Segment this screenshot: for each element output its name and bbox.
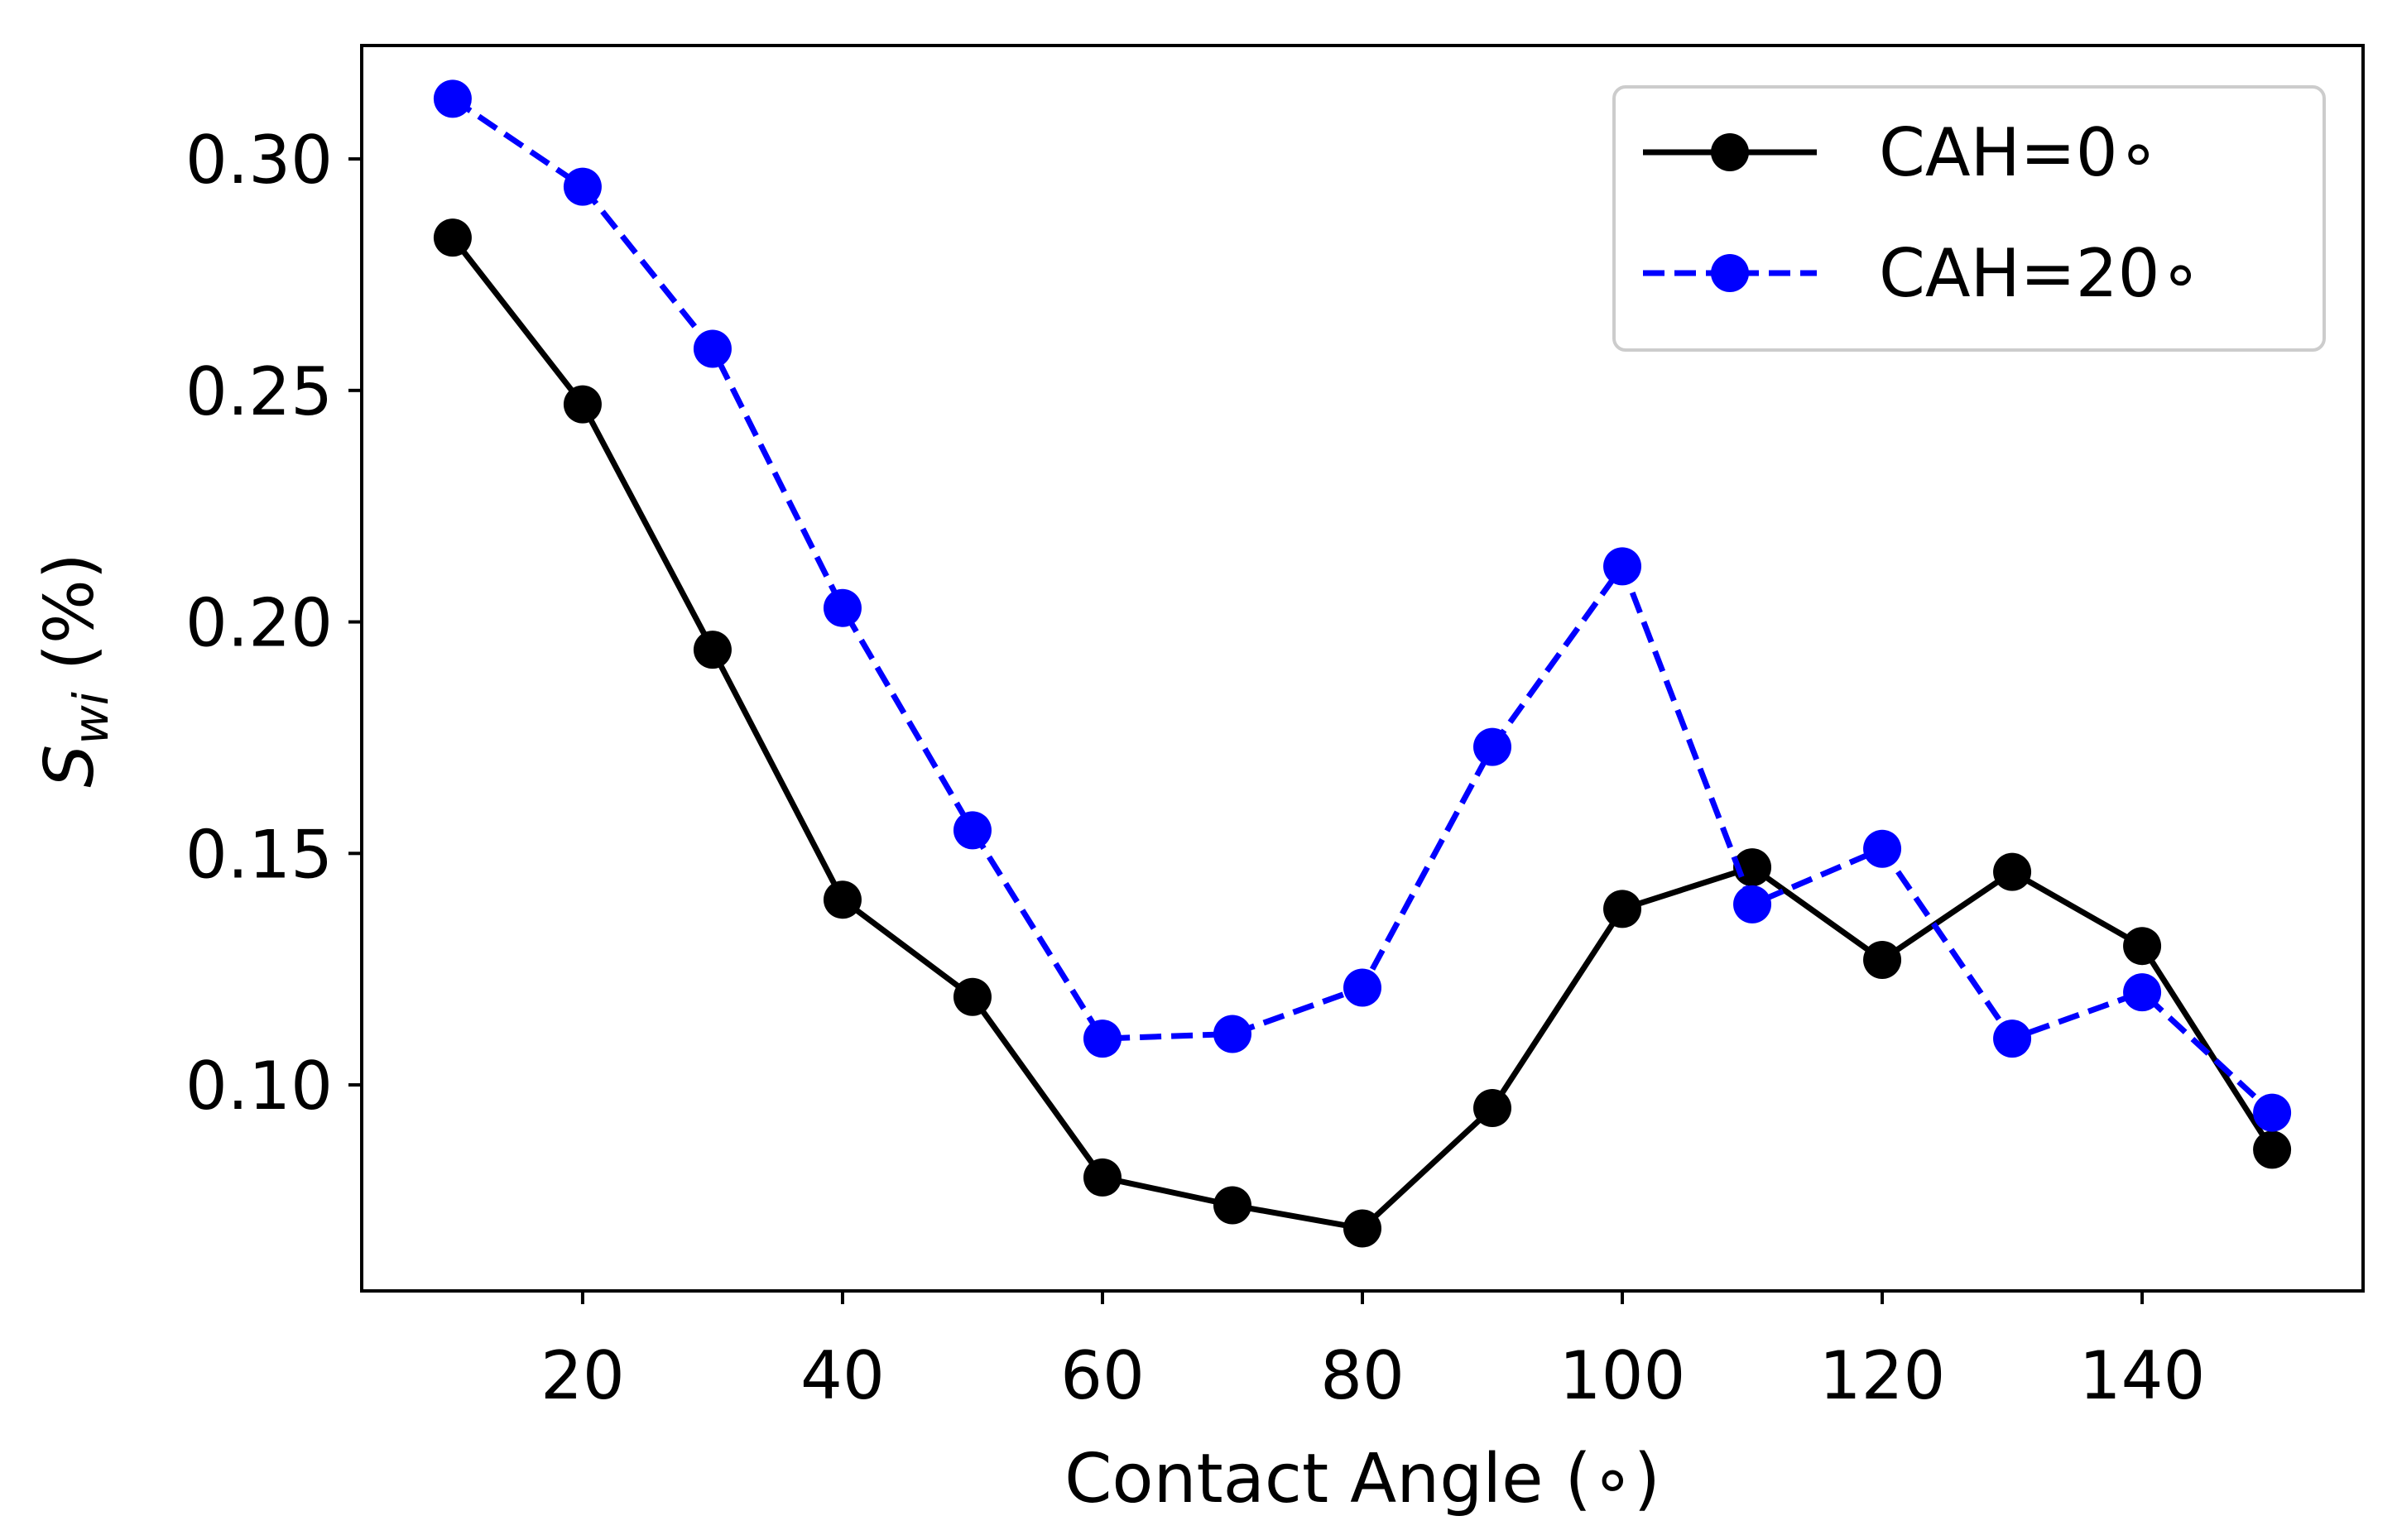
series-1-point-100 [1603, 547, 1642, 586]
y-axis-title: Swi (%) [31, 553, 119, 788]
series-0-point-30 [693, 631, 732, 669]
series-1-point-110 [1733, 885, 1772, 924]
y-axis-title-text: Swi (%) [31, 553, 119, 788]
series-0-point-150 [2253, 1130, 2292, 1169]
series-1-point-50 [953, 811, 992, 850]
legend-marker-cah0 [1711, 133, 1749, 171]
series-0-point-90 [1473, 1089, 1512, 1128]
x-tick-label-120: 120 [1819, 1337, 1946, 1414]
x-tick-label-40: 40 [800, 1337, 885, 1414]
series-0-point-110 [1733, 848, 1772, 887]
series-1-point-140 [2123, 973, 2162, 1012]
series-0-point-80 [1343, 1209, 1381, 1248]
x-axis-title: Contact Angle (∘) [1064, 1440, 1660, 1518]
series-1-point-70 [1213, 1015, 1251, 1053]
x-tick-label-80: 80 [1320, 1337, 1405, 1414]
series-0 [433, 218, 2292, 1248]
legend-label-cah20: CAH=20∘ [1879, 235, 2202, 312]
series-0-point-70 [1213, 1186, 1251, 1225]
y-tick-label-0.30: 0.30 [185, 122, 333, 199]
series-1-point-30 [693, 329, 732, 368]
series-0-point-20 [563, 385, 602, 424]
series-0-point-40 [823, 880, 862, 919]
series-1-point-80 [1343, 968, 1381, 1007]
series-1-point-40 [823, 588, 862, 627]
legend-label-cah0: CAH=0∘ [1879, 114, 2159, 191]
legend: CAH=0∘ CAH=20∘ [1612, 85, 2326, 352]
y-tick-label-0.10: 0.10 [185, 1048, 333, 1125]
x-tick-label-20: 20 [540, 1337, 625, 1414]
legend-marker-cah20 [1711, 254, 1749, 292]
series-0-point-130 [1993, 852, 2032, 891]
series-1-point-120 [1863, 829, 1902, 868]
y-tick-label-0.25: 0.25 [185, 353, 333, 430]
series-0-point-120 [1863, 940, 1902, 979]
series-1-point-20 [563, 167, 602, 206]
series-1-point-10 [433, 79, 472, 118]
series-1 [433, 79, 2292, 1132]
y-axis-title-main: S [31, 745, 109, 788]
series-0-point-50 [953, 977, 992, 1016]
series-0-point-100 [1603, 890, 1642, 928]
y-tick-label-0.20: 0.20 [185, 585, 333, 662]
x-tick-label-60: 60 [1060, 1337, 1145, 1414]
y-axis-title-subscript: wi [63, 692, 119, 745]
y-tick-label-0.15: 0.15 [185, 816, 333, 893]
y-axis-title-unit: (%) [31, 553, 109, 692]
series-1-point-130 [1993, 1019, 2032, 1058]
x-tick-label-100: 100 [1559, 1337, 1686, 1414]
x-tick-label-140: 140 [2079, 1337, 2206, 1414]
series-0-point-10 [433, 218, 472, 257]
series-1-point-90 [1473, 727, 1512, 766]
series-layer [433, 79, 2292, 1248]
tick-layer: 20 40 60 80 100 120 140 0.10 0.15 0.20 0.25 0.30 [185, 122, 2206, 1414]
series-1-point-60 [1083, 1019, 1122, 1058]
series-0-point-140 [2123, 927, 2162, 966]
series-1-point-150 [2253, 1093, 2292, 1132]
series-0-point-60 [1083, 1158, 1122, 1197]
